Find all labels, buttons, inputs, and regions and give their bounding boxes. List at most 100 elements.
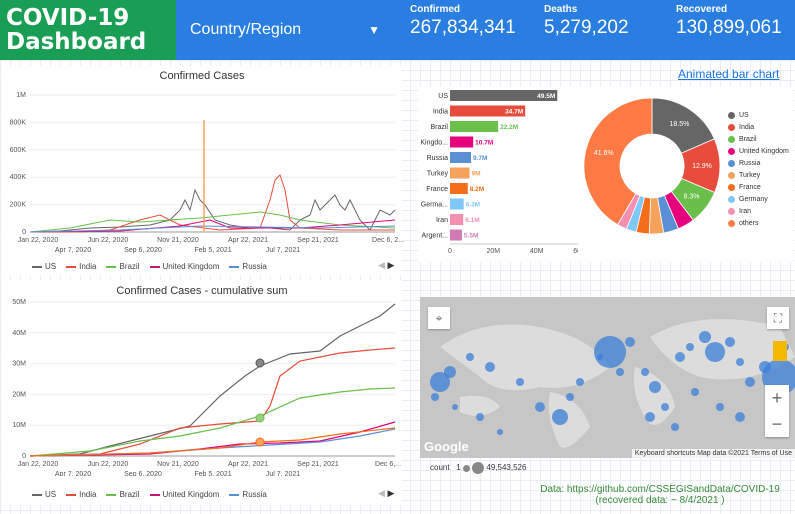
legend-dot xyxy=(728,123,735,131)
fullscreen-icon[interactable]: ⛶ xyxy=(767,307,789,329)
legend-prev-icon[interactable]: ◀ xyxy=(378,260,385,270)
legend-pager-2[interactable]: ◀ ▶ xyxy=(378,488,394,499)
legend-item[interactable]: United Kingdom xyxy=(149,490,219,499)
map-bubble[interactable] xyxy=(452,404,458,410)
bar-7[interactable] xyxy=(450,198,464,210)
legend-prev-icon-2[interactable]: ◀ xyxy=(378,488,385,498)
map-bubble[interactable] xyxy=(745,377,755,387)
map-bubble[interactable] xyxy=(576,378,584,386)
map-bubble[interactable] xyxy=(566,393,574,401)
legend-item[interactable]: India xyxy=(66,262,96,271)
legend-item[interactable]: Russia xyxy=(229,490,267,499)
bar-3[interactable] xyxy=(450,136,474,148)
bar-value-label: 5.5M xyxy=(464,233,478,240)
logo-line1: COVID-19 xyxy=(6,5,130,31)
map-footer[interactable]: Keyboard shortcuts Map data ©2021 Terms … xyxy=(631,449,795,458)
map-bubble[interactable] xyxy=(735,412,745,422)
map-bubble[interactable] xyxy=(736,358,744,366)
country-region-dropdown[interactable]: Country/Region ▼ xyxy=(180,10,392,50)
map-bubble[interactable] xyxy=(625,337,635,347)
y-tick-label: 50M xyxy=(12,299,26,306)
world-map[interactable]: Google Keyboard shortcuts Map data ©2021… xyxy=(420,297,795,458)
donut-slice-label: 18.5% xyxy=(669,121,689,128)
map-bubble[interactable] xyxy=(725,337,735,347)
bar-9[interactable] xyxy=(450,229,462,241)
legend-label: Russia xyxy=(242,490,267,499)
map-bubble[interactable] xyxy=(699,331,711,343)
x-tick-label: Apr 7, 2020 xyxy=(55,247,91,254)
donut-legend-item[interactable]: Turkey xyxy=(728,170,789,182)
x-tick-label: Feb 5, 2021 xyxy=(194,471,231,476)
donut-legend-item[interactable]: Brazil xyxy=(728,134,789,146)
map-canvas[interactable] xyxy=(420,297,795,458)
map-bubble[interactable] xyxy=(645,412,655,422)
map-bubble[interactable] xyxy=(485,362,495,372)
map-bubble[interactable] xyxy=(675,352,685,362)
map-bubble[interactable] xyxy=(497,429,503,435)
marker-brazil[interactable] xyxy=(255,413,265,423)
map-bubble[interactable] xyxy=(535,402,545,412)
map-bubble[interactable] xyxy=(516,378,524,386)
y-tick-label: 200K xyxy=(10,202,27,209)
donut-legend-item[interactable]: Iran xyxy=(728,206,789,218)
donut-legend-item[interactable]: India xyxy=(728,122,789,134)
source-line1[interactable]: Data: https://github.com/CSSEGISandData/… xyxy=(540,484,780,495)
animated-bar-chart-link[interactable]: Animated bar chart xyxy=(678,67,780,81)
location-pin-icon[interactable]: ⌖ xyxy=(428,307,450,329)
legend-item[interactable]: Brazil xyxy=(106,490,140,499)
map-bubble[interactable] xyxy=(594,336,626,368)
legend-item[interactable]: India xyxy=(66,490,96,499)
map-bubble[interactable] xyxy=(671,423,679,431)
donut-legend-item[interactable]: Germany xyxy=(728,194,789,206)
donut-legend-item[interactable]: Russia xyxy=(728,158,789,170)
bar-2[interactable] xyxy=(450,121,499,132)
map-bubble[interactable] xyxy=(705,342,725,362)
map-bubble[interactable] xyxy=(661,403,669,411)
donut-slice-9[interactable] xyxy=(583,97,653,226)
map-bubble[interactable] xyxy=(649,381,661,393)
map-bubble[interactable] xyxy=(552,409,568,425)
legend-item[interactable]: US xyxy=(32,490,56,499)
legend-next-icon-2[interactable]: ▶ xyxy=(387,488,395,498)
small-bubble-icon xyxy=(462,464,470,472)
marker-us[interactable] xyxy=(255,358,265,368)
legend-next-icon[interactable]: ▶ xyxy=(387,260,395,270)
map-bubble[interactable] xyxy=(641,368,649,376)
y-tick-label: 40M xyxy=(12,330,26,337)
bar-4[interactable] xyxy=(450,152,472,163)
legend-item[interactable]: United Kingdom xyxy=(149,262,219,271)
legend-label: Brazil xyxy=(739,136,757,143)
map-bubble[interactable] xyxy=(431,393,439,401)
street-view-pegman-icon[interactable] xyxy=(773,341,787,361)
map-bubble[interactable] xyxy=(466,353,474,361)
donut-legend-item[interactable]: others xyxy=(728,218,789,230)
bar-1[interactable] xyxy=(450,105,526,117)
bar-6[interactable] xyxy=(450,183,468,194)
donut-legend-item[interactable]: US xyxy=(728,110,789,122)
map-bubble[interactable] xyxy=(476,413,484,421)
dropdown-arrow-icon[interactable]: ▼ xyxy=(368,23,380,37)
map-bubble[interactable] xyxy=(430,372,450,392)
x-tick-label: Sep 21, 2021 xyxy=(297,461,339,468)
donut-legend-item[interactable]: France xyxy=(728,182,789,194)
series-line-india-cum xyxy=(29,347,396,457)
donut-legend-item[interactable]: United Kingdom xyxy=(728,146,789,158)
map-bubble[interactable] xyxy=(691,388,699,396)
map-bubble[interactable] xyxy=(686,343,694,351)
bar-5[interactable] xyxy=(450,167,470,179)
legend-item[interactable]: Russia xyxy=(229,262,267,271)
bar-8[interactable] xyxy=(450,214,464,225)
x-tick-label: Dec 6,... xyxy=(375,461,401,468)
zoom-in-icon[interactable]: + xyxy=(771,388,783,408)
bar-value-label: 34.7M xyxy=(505,109,523,116)
legend-item[interactable]: US xyxy=(32,262,56,271)
legend-swatch xyxy=(32,493,42,496)
bar-0[interactable] xyxy=(450,90,558,101)
zoom-out-icon[interactable]: − xyxy=(771,414,783,434)
marker-others[interactable] xyxy=(255,437,265,447)
map-bubble[interactable] xyxy=(716,403,724,411)
map-bubble[interactable] xyxy=(444,366,456,378)
legend-item[interactable]: Brazil xyxy=(106,262,140,271)
map-bubble[interactable] xyxy=(616,368,624,376)
legend-pager[interactable]: ◀ ▶ xyxy=(378,260,394,271)
